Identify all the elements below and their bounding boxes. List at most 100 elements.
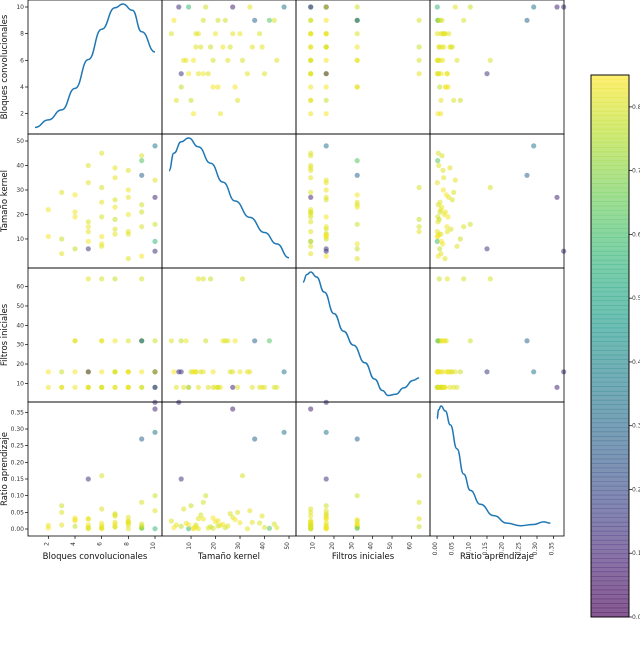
scatter-point bbox=[178, 369, 184, 375]
scatter-point bbox=[45, 369, 51, 375]
scatter-point bbox=[439, 153, 445, 159]
scatter-point bbox=[200, 71, 206, 77]
scatter-point bbox=[531, 4, 537, 10]
y-tick-label: 40 bbox=[16, 162, 24, 169]
y-tick-label: 0.15 bbox=[11, 476, 25, 483]
scatter-point bbox=[487, 276, 493, 282]
scatter-point bbox=[266, 525, 272, 531]
scatter-point bbox=[448, 226, 454, 232]
matrix-cell-0-0 bbox=[27, 0, 163, 135]
scatter-point bbox=[203, 338, 209, 344]
scatter-point bbox=[439, 44, 445, 50]
scatter-point bbox=[437, 246, 443, 252]
x-tick-label: 40 bbox=[260, 542, 267, 550]
scatter-point bbox=[235, 509, 241, 515]
scatter-point bbox=[323, 520, 329, 526]
scatter-point bbox=[323, 526, 329, 532]
scatter-point bbox=[178, 338, 184, 344]
scatter-point bbox=[457, 97, 463, 103]
scatter-point bbox=[227, 369, 233, 375]
scatter-point bbox=[85, 180, 91, 186]
scatter-point bbox=[181, 506, 187, 512]
scatter-point bbox=[467, 338, 473, 344]
scatter-point bbox=[435, 158, 441, 164]
scatter-point bbox=[323, 253, 329, 259]
scatter-point bbox=[274, 384, 280, 390]
scatter-point bbox=[266, 338, 272, 344]
scatter-point bbox=[445, 369, 451, 375]
scatter-point bbox=[554, 384, 560, 390]
scatter-point bbox=[195, 384, 201, 390]
scatter-point bbox=[139, 384, 145, 390]
scatter-point bbox=[99, 150, 105, 156]
scatter-point bbox=[308, 97, 314, 103]
scatter-point bbox=[434, 238, 440, 244]
scatter-point bbox=[72, 515, 78, 521]
scatter-point bbox=[323, 429, 329, 435]
y-tick-label: 4 bbox=[20, 84, 24, 91]
scatter-point bbox=[190, 111, 197, 117]
scatter-point bbox=[436, 162, 442, 169]
scatter-point bbox=[220, 44, 226, 50]
y-axis-label: Filtros iniciales bbox=[0, 303, 10, 366]
y-tick-label: 50 bbox=[16, 303, 24, 310]
matrix-cell-3-3 bbox=[429, 401, 565, 537]
scatter-point bbox=[439, 338, 445, 344]
x-tick-label: 0.10 bbox=[465, 542, 472, 556]
scatter-point bbox=[99, 384, 105, 390]
scatter-point bbox=[454, 243, 460, 249]
scatter-point bbox=[178, 71, 184, 77]
scatter-point bbox=[208, 44, 214, 50]
scatter-point bbox=[183, 57, 189, 63]
scatter-point bbox=[85, 369, 91, 375]
scatter-point bbox=[198, 512, 204, 518]
scatter-point bbox=[252, 338, 258, 344]
scatter-point bbox=[210, 84, 216, 90]
scatter-point bbox=[452, 4, 458, 10]
scatter-point bbox=[152, 406, 158, 412]
scatter-point bbox=[195, 526, 201, 532]
scatter-point bbox=[190, 526, 197, 532]
scatter-point bbox=[259, 513, 265, 519]
scatter-point bbox=[237, 520, 243, 526]
scatter-point bbox=[308, 506, 314, 512]
scatter-point bbox=[354, 525, 360, 531]
scatter-point bbox=[436, 276, 442, 282]
scatter-point bbox=[99, 369, 105, 375]
x-axis-label: Ratio aprendizaje bbox=[460, 552, 534, 562]
scatter-point bbox=[308, 17, 314, 23]
scatter-point bbox=[200, 276, 206, 282]
y-tick-label: 60 bbox=[16, 284, 24, 291]
scatter-point bbox=[461, 224, 467, 230]
x-tick-label: 50 bbox=[387, 542, 394, 550]
scatter-point bbox=[354, 436, 360, 442]
scatter-point bbox=[125, 369, 131, 375]
scatter-point bbox=[354, 493, 360, 499]
scatter-point bbox=[531, 143, 537, 149]
matrix-cell-2-3 bbox=[429, 267, 567, 403]
scatter-point bbox=[308, 406, 314, 412]
scatter-point bbox=[85, 219, 91, 225]
y-tick-label: 10 bbox=[16, 236, 24, 243]
scatter-point bbox=[203, 493, 209, 499]
scatter-point bbox=[181, 384, 187, 390]
scatter-point bbox=[139, 153, 145, 159]
scatter-point bbox=[168, 518, 174, 524]
scatter-point bbox=[271, 17, 277, 23]
scatter-point bbox=[435, 384, 441, 390]
scatter-point bbox=[239, 57, 246, 63]
y-tick-label: 0.00 bbox=[11, 526, 25, 533]
y-tick-label: 0.30 bbox=[11, 426, 25, 433]
scatter-point bbox=[85, 384, 91, 390]
scatter-point bbox=[554, 194, 560, 200]
kde-line-2 bbox=[302, 271, 420, 397]
matrix-cell-0-2 bbox=[295, 0, 431, 135]
scatter-point bbox=[59, 369, 65, 375]
scatter-point bbox=[308, 4, 314, 10]
scatter-point bbox=[451, 189, 457, 195]
scatter-point bbox=[125, 514, 131, 520]
scatter-point bbox=[443, 192, 449, 198]
scatter-point bbox=[112, 384, 118, 390]
scatter-point bbox=[261, 71, 268, 77]
y-tick-label: 20 bbox=[16, 211, 24, 218]
